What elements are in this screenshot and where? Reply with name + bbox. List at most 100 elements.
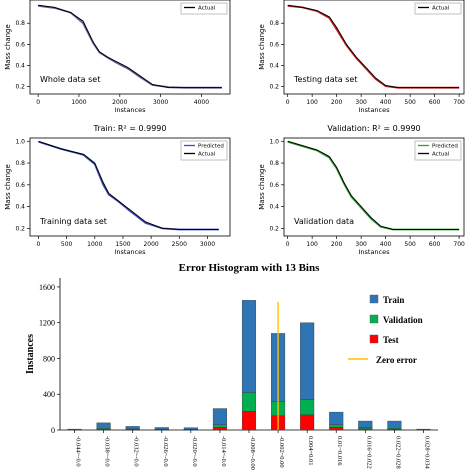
x-tick-label: 200: [331, 99, 343, 106]
bar-test: [329, 427, 344, 431]
x-tick-label: 100: [306, 241, 318, 248]
x-tick-label: 1000: [87, 241, 102, 248]
actual-series-line: [38, 4, 222, 89]
legend-label: Zero error: [376, 355, 417, 365]
y-tick-label: 0.8: [269, 20, 279, 27]
x-tick-label: 0: [286, 99, 290, 106]
y-tick-label: 0.2: [269, 225, 279, 232]
x-tick-label: 2000: [112, 99, 127, 106]
bar-test: [300, 414, 315, 431]
y-tick-label: 0.4: [269, 204, 279, 211]
whole-data-set-chart: 0 1000 2000 3000 4000 0.2 0.4 0.6 0.8 Instances Ma…: [4, 0, 231, 114]
y-tick-label: 800: [43, 354, 55, 363]
legend-swatch: [369, 314, 379, 324]
legend-label: Actual: [432, 6, 450, 12]
x-tick-label: 500: [61, 241, 73, 248]
x-axis-label: Instances: [358, 106, 390, 114]
histogram-title: Error Histogram with 13 Bins: [179, 262, 320, 274]
y-axis-label: Mass change: [258, 164, 266, 210]
y-tick-label: 0.8: [15, 20, 25, 27]
x-tick-label: 0.028~0.034: [423, 436, 430, 470]
plot-frame: [29, 137, 231, 237]
plot-frame: [283, 0, 465, 95]
x-tick-label: 400: [380, 241, 392, 248]
x-tick-label: 0.01~0.016: [336, 436, 343, 466]
y-axis-label: Mass change: [4, 24, 12, 70]
x-tick-label: -0.038~-0.0: [104, 436, 111, 467]
legend-box: [180, 2, 228, 15]
y-tick-label: 0.2: [15, 225, 25, 232]
legend-label: Actual: [432, 152, 450, 158]
testing-data-set-chart: 0 100 200 300 400 500 600 700 0.2 0.4 0.6 0.8 Instan…: [258, 0, 465, 114]
x-tick-label: -0.014~-0.0: [220, 436, 227, 467]
x-tick-label: 1000: [71, 99, 86, 106]
x-tick-label: -0.020~-0.0: [191, 436, 198, 467]
y-tick-label: 1200: [39, 319, 55, 328]
x-tick-label: 500: [404, 99, 416, 106]
x-tick-label: 300: [355, 99, 367, 106]
y-tick-label: 0.2: [269, 84, 279, 91]
x-tick-label: 100: [306, 99, 318, 106]
x-tick-label: -0.026~-0.0: [162, 436, 169, 467]
legend-box: [414, 2, 462, 15]
x-axis-label: Instances: [114, 106, 146, 114]
bar-validation: [212, 424, 227, 428]
bar-train: [183, 427, 198, 430]
chart-title: Train: R² = 0.9990: [93, 124, 167, 133]
legend-label: Validation: [383, 315, 423, 325]
bar-train: [212, 408, 227, 425]
y-tick-label: 1.0: [15, 138, 25, 145]
bar-validation: [329, 424, 344, 428]
y-tick-label: 0.6: [15, 41, 25, 48]
y-axis-label: Mass change: [258, 24, 266, 70]
y-tick-label: 0.6: [15, 182, 25, 189]
legend-label: Train: [383, 295, 404, 305]
y-tick-label: 0.2: [15, 84, 25, 91]
y-tick-label: 0.4: [269, 62, 279, 69]
x-tick-label: 0.016~0.022: [365, 436, 372, 469]
bar-train: [329, 411, 344, 425]
x-tick-label: 0.004~0.01: [307, 436, 314, 466]
x-tick-label: -0.008~-0.00: [249, 436, 256, 470]
x-tick-label: 500: [404, 241, 416, 248]
x-tick-label: -0.032~-0.0: [133, 436, 140, 467]
x-tick-label: 0: [37, 241, 41, 248]
panel-annotation: Testing data set: [293, 75, 357, 84]
legend-label: Predicted: [432, 144, 458, 150]
x-tick-label: 600: [429, 241, 441, 248]
bar-train: [67, 428, 82, 430]
y-tick-label: 0.4: [15, 204, 25, 211]
x-tick-label: 1500: [115, 241, 130, 248]
x-tick-label: 0.022~0.028: [394, 436, 401, 469]
x-tick-label: 400: [380, 99, 392, 106]
y-axis-label: Mass change: [4, 164, 12, 210]
bar-train: [300, 322, 315, 400]
y-tick-label: 0.6: [269, 182, 279, 189]
y-tick-label: 0.6: [269, 41, 279, 48]
legend-label: Actual: [198, 6, 216, 12]
plot-frame: [29, 0, 231, 95]
y-tick-label: 1600: [39, 283, 55, 292]
x-tick-label: 2000: [143, 241, 158, 248]
x-tick-label: 0: [286, 241, 290, 248]
y-tick-label: 0.8: [15, 160, 25, 167]
bar-validation: [241, 392, 257, 412]
bar-train: [416, 428, 431, 430]
x-tick-label: 700: [453, 99, 465, 106]
legend-swatch: [369, 334, 379, 344]
y-axis-label: Instances: [25, 334, 36, 374]
training-data-set-chart: Train: R² = 0.9990 0 500 1000 1500 2000 2500 30…: [4, 124, 231, 256]
x-tick-label: 300: [355, 241, 367, 248]
panel-annotation: Training data set: [39, 217, 107, 226]
bar-train: [241, 300, 257, 393]
x-tick-label: 4000: [194, 99, 209, 106]
legend-label: Test: [383, 335, 399, 345]
bar-validation: [300, 399, 315, 416]
panel-annotation: Validation data: [294, 217, 354, 226]
y-tick-label: 0: [51, 426, 55, 435]
y-tick-label: 1.0: [269, 138, 279, 145]
validation-data-set-chart: Validation: R² = 0.9990 0 100 200 300 400 500 6…: [258, 124, 465, 256]
legend-swatch: [369, 294, 379, 304]
actual-series-line: [38, 140, 219, 230]
legend-label: Predicted: [198, 144, 224, 150]
